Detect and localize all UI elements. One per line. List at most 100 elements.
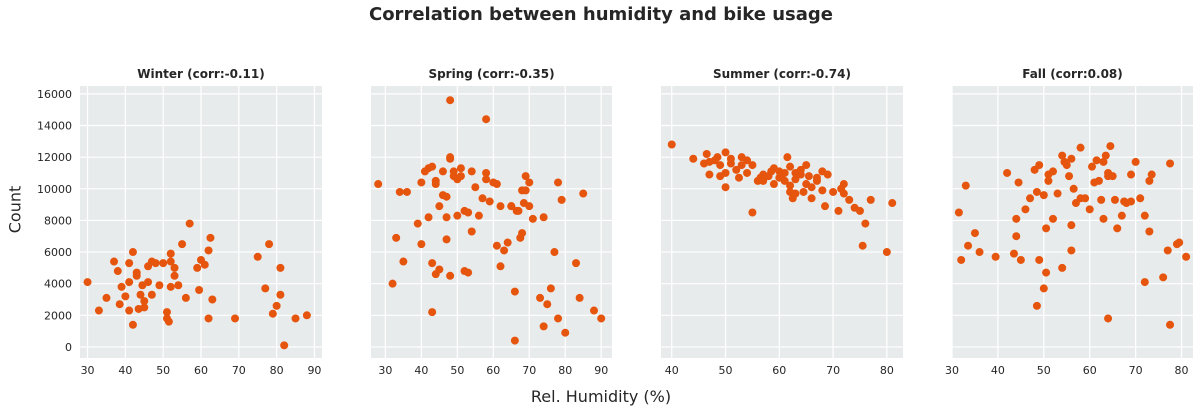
data-point xyxy=(1145,227,1154,236)
data-point xyxy=(185,219,194,228)
data-point xyxy=(550,248,559,257)
data-point xyxy=(590,306,599,315)
data-point xyxy=(748,161,757,170)
data-point xyxy=(786,162,795,171)
data-point xyxy=(102,293,111,302)
data-point xyxy=(514,206,523,215)
data-point xyxy=(964,241,973,250)
data-point xyxy=(839,189,848,198)
data-point xyxy=(442,192,451,201)
data-point xyxy=(204,314,213,323)
data-point xyxy=(1113,224,1122,233)
data-point xyxy=(1110,195,1119,204)
data-point xyxy=(791,175,800,184)
data-point xyxy=(1145,176,1154,185)
data-point xyxy=(449,167,458,176)
y-tick-label: 4000 xyxy=(44,278,72,291)
data-point xyxy=(991,252,1000,261)
data-point xyxy=(174,281,183,290)
data-point xyxy=(140,297,149,306)
data-point xyxy=(485,197,494,206)
data-point xyxy=(866,195,875,204)
data-point xyxy=(395,187,404,196)
data-point xyxy=(807,194,816,203)
panel-title: Winter (corr:-0.11) xyxy=(137,67,264,81)
data-point xyxy=(732,165,741,174)
data-point xyxy=(829,187,838,196)
data-point xyxy=(496,202,505,211)
data-point xyxy=(1117,211,1126,220)
data-point xyxy=(446,271,455,280)
data-point xyxy=(159,259,168,268)
data-point xyxy=(125,306,134,315)
data-point xyxy=(144,278,153,287)
data-point xyxy=(438,167,447,176)
x-tick-label: 50 xyxy=(719,364,733,377)
data-point xyxy=(193,263,202,272)
data-point xyxy=(834,206,843,215)
data-point xyxy=(302,311,311,320)
panel-title: Summer (corr:-0.74) xyxy=(713,67,851,81)
data-point xyxy=(125,259,134,268)
data-point xyxy=(1053,189,1062,198)
data-point xyxy=(417,240,426,249)
x-tick-label: 60 xyxy=(772,364,786,377)
data-point xyxy=(1039,284,1048,293)
data-point xyxy=(716,161,725,170)
data-point xyxy=(500,246,509,255)
data-point xyxy=(536,293,545,302)
data-point xyxy=(231,314,240,323)
data-point xyxy=(557,195,566,204)
data-point xyxy=(521,172,530,181)
data-point xyxy=(1097,195,1106,204)
data-point xyxy=(431,176,440,185)
data-point xyxy=(1094,176,1103,185)
data-point xyxy=(786,181,795,190)
data-point xyxy=(1147,170,1156,179)
data-point xyxy=(1067,154,1076,163)
data-point xyxy=(1048,214,1057,223)
data-point xyxy=(1058,263,1067,272)
panel-1: 0 2000 4000 6000 8000 10000 12000 14000 16000 30 4… xyxy=(37,67,322,377)
data-point xyxy=(713,153,722,162)
data-point xyxy=(424,213,433,222)
data-point xyxy=(791,189,800,198)
data-point xyxy=(1012,232,1021,241)
data-point xyxy=(572,259,581,268)
data-point xyxy=(510,287,519,296)
data-point xyxy=(276,263,285,272)
x-tick-label: 60 xyxy=(486,364,500,377)
data-point xyxy=(268,309,277,318)
panel-title: Fall (corr:0.08) xyxy=(1022,67,1123,81)
data-point xyxy=(818,186,827,195)
data-point xyxy=(253,252,262,261)
data-point xyxy=(799,187,808,196)
data-point xyxy=(1159,273,1168,282)
data-point xyxy=(136,290,145,299)
data-point xyxy=(1039,191,1048,200)
x-axis-label: Rel. Humidity (%) xyxy=(530,387,672,406)
data-point xyxy=(975,248,984,257)
data-point xyxy=(1127,170,1136,179)
data-point xyxy=(821,202,830,211)
data-point xyxy=(1076,143,1085,152)
x-tick-label: 70 xyxy=(826,364,840,377)
data-point xyxy=(1058,151,1067,160)
x-tick-label: 40 xyxy=(118,364,132,377)
data-point xyxy=(428,308,437,317)
data-point xyxy=(1069,184,1078,193)
data-point xyxy=(702,150,711,158)
data-point xyxy=(561,328,570,337)
data-point xyxy=(1014,178,1023,187)
x-tick-label: 50 xyxy=(156,364,170,377)
y-tick-label: 0 xyxy=(65,341,72,354)
x-tick-label: 30 xyxy=(945,364,959,377)
data-point xyxy=(467,167,476,176)
data-point xyxy=(518,229,527,238)
data-point xyxy=(178,240,187,249)
data-point xyxy=(113,267,122,276)
data-point xyxy=(170,263,179,272)
data-point xyxy=(265,240,274,249)
x-tick-label: 70 xyxy=(1129,364,1143,377)
